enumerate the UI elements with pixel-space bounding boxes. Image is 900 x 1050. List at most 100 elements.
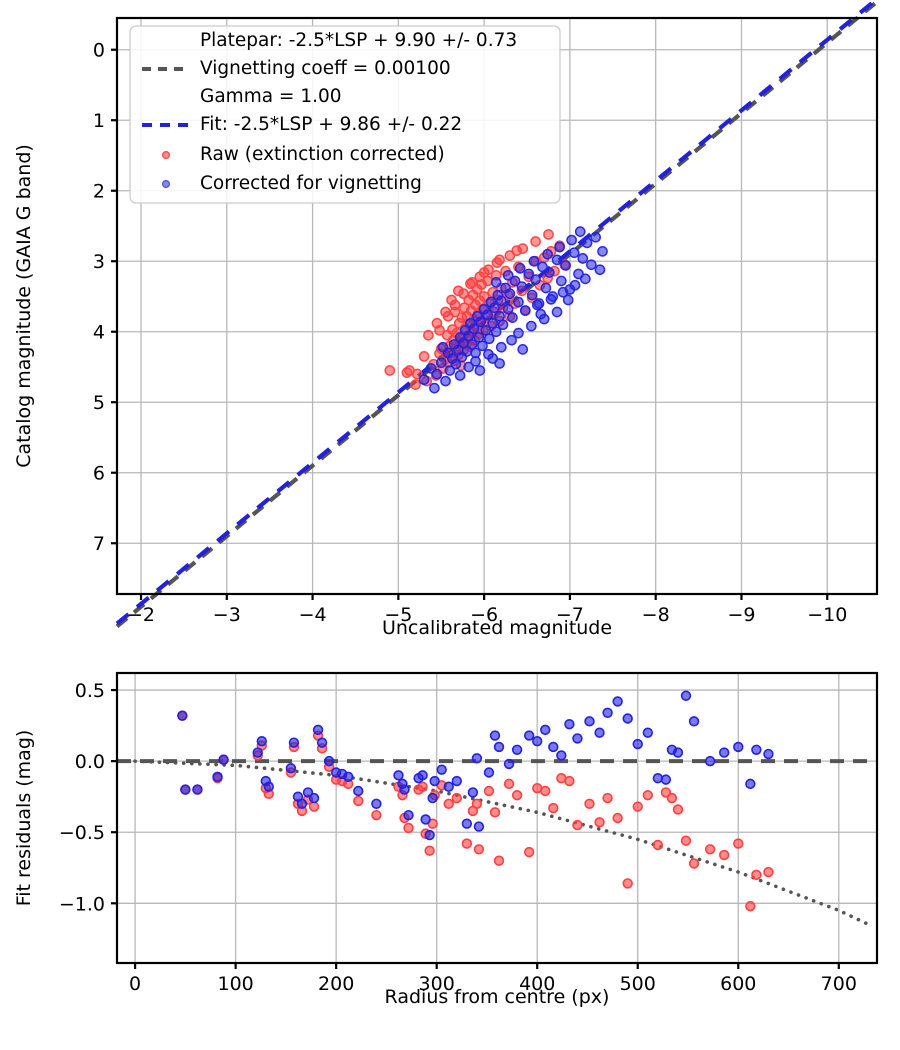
data-point <box>285 763 297 774</box>
legend-platepar-line[interactable]: Vignetting coeff = 0.00100 <box>142 58 451 79</box>
bottom-vignetting-curve <box>133 759 871 927</box>
data-point <box>443 798 454 809</box>
data-point <box>384 365 396 376</box>
data-point <box>594 264 606 276</box>
data-point <box>572 819 583 831</box>
top-y-tick-label: 5 <box>93 392 105 414</box>
data-point <box>495 295 507 307</box>
data-point <box>622 878 633 889</box>
data-point <box>502 269 514 281</box>
data-point <box>454 370 466 381</box>
data-point <box>489 730 501 741</box>
data-point <box>594 727 605 738</box>
data-point <box>308 792 320 804</box>
top-tick-marks <box>111 48 829 600</box>
top-axes-frame <box>115 16 879 596</box>
data-point <box>489 807 501 818</box>
data-point <box>763 866 774 878</box>
data-point <box>513 296 524 308</box>
data-point <box>468 323 480 335</box>
top-xaxis-label: Uncalibrated magnitude <box>382 617 612 639</box>
data-point <box>530 274 541 285</box>
data-point <box>507 312 518 323</box>
bottom-axes-frame <box>115 671 879 965</box>
data-point <box>602 707 613 719</box>
data-point <box>581 237 593 249</box>
data-point <box>451 775 462 787</box>
data-point <box>688 858 700 869</box>
data-point <box>483 333 495 345</box>
data-point <box>473 844 485 855</box>
data-point <box>666 792 678 804</box>
data-point <box>474 365 486 376</box>
data-point <box>535 308 547 320</box>
data-point <box>463 361 475 373</box>
top-x-tick-label: −2 <box>127 604 155 626</box>
data-point <box>519 305 531 316</box>
data-point <box>494 254 505 266</box>
data-point <box>548 741 559 753</box>
data-point <box>458 288 469 300</box>
data-point <box>568 247 580 259</box>
data-point <box>353 785 364 797</box>
data-point <box>467 787 479 798</box>
data-point <box>403 809 414 821</box>
legend-label: Platepar: -2.5*LSP + 9.90 +/- 0.73 <box>200 30 517 51</box>
data-point <box>577 253 589 264</box>
data-point <box>427 792 438 804</box>
data-point <box>502 303 514 315</box>
legend[interactable]: Platepar: -2.5*LSP + 9.90 +/- 0.73 Vignet… <box>129 25 561 204</box>
data-point <box>564 718 575 730</box>
data-point <box>393 770 404 781</box>
data-point <box>461 818 473 829</box>
top-y-tick-label: 3 <box>93 251 105 273</box>
data-point <box>540 282 552 294</box>
data-point <box>288 737 300 748</box>
legend-raw-points[interactable]: Raw (extinction corrected) <box>162 144 445 165</box>
legend-corrected-points[interactable]: Corrected for vignetting <box>162 173 422 194</box>
data-point <box>466 277 478 288</box>
data-point <box>263 781 274 792</box>
data-point <box>461 838 473 849</box>
bottom-tick-marks <box>111 688 840 969</box>
data-point <box>411 368 423 380</box>
bottom-x-tick-label: 400 <box>519 973 555 995</box>
legend-fit-line[interactable]: Fit: -2.5*LSP + 9.86 +/- 0.22 <box>142 114 462 135</box>
legend-entries[interactable]: Platepar: -2.5*LSP + 9.90 +/- 0.73 Vignet… <box>142 30 517 194</box>
data-point <box>471 753 483 764</box>
legend-gamma[interactable]: Gamma = 1.00 <box>200 86 342 107</box>
data-point <box>371 798 382 809</box>
data-point <box>514 262 526 274</box>
data-point <box>478 267 490 278</box>
data-point <box>584 798 595 809</box>
data-point <box>443 781 454 792</box>
top-scatter-corrected <box>418 226 608 394</box>
data-point <box>497 319 509 331</box>
data-point <box>551 306 563 318</box>
data-point <box>557 286 569 298</box>
data-point <box>440 375 451 387</box>
data-point <box>526 289 538 301</box>
data-point <box>343 771 354 782</box>
data-point <box>556 750 567 761</box>
data-point <box>660 774 672 785</box>
data-point <box>574 226 586 237</box>
data-point <box>353 795 364 807</box>
data-point <box>450 358 462 370</box>
data-point <box>612 812 623 824</box>
top-x-tick-label: −7 <box>556 604 584 626</box>
top-x-tick-label: −10 <box>807 604 847 626</box>
data-point <box>543 267 555 278</box>
data-point <box>442 310 454 322</box>
data-point <box>672 747 684 758</box>
legend-platepar-title[interactable]: Platepar: -2.5*LSP + 9.90 +/- 0.73 <box>200 30 517 51</box>
data-point <box>308 801 320 812</box>
data-point <box>410 379 421 390</box>
data-point <box>431 368 443 380</box>
legend-label: Fit: -2.5*LSP + 9.86 +/- 0.22 <box>200 114 462 135</box>
data-point <box>751 744 762 755</box>
bottom-scatter-corrected <box>177 690 774 841</box>
data-point <box>680 835 692 846</box>
bottom-y-tick-label: −1.0 <box>59 893 105 915</box>
